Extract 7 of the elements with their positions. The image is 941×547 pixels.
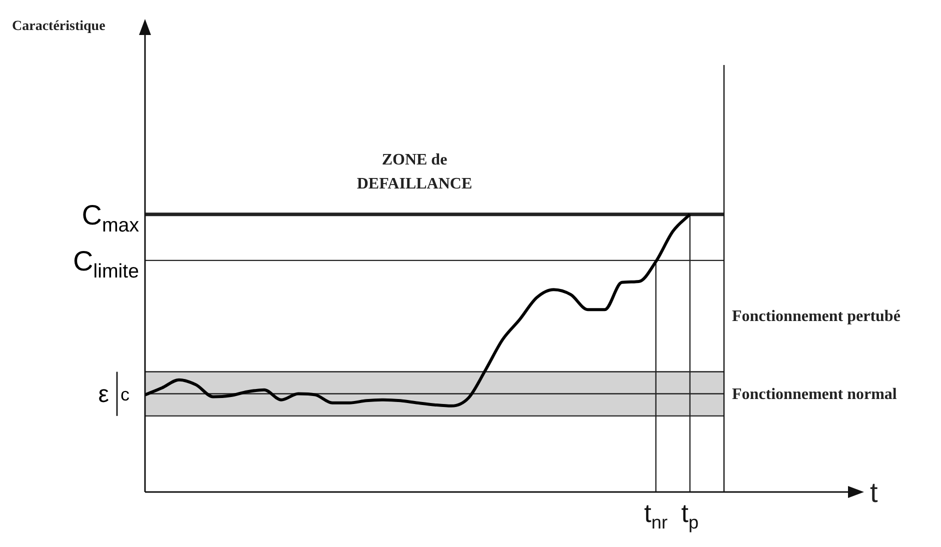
text: ZONE de DEFAILLANCE: [356, 151, 472, 192]
text: t: [870, 477, 878, 508]
band-label: ε: [98, 380, 110, 408]
ref-line-label: c: [120, 384, 130, 405]
text: Fonctionnement pertubé: [732, 308, 900, 326]
text: Fonctionnement normal: [732, 386, 898, 403]
text: Caractéristique: [12, 19, 106, 34]
